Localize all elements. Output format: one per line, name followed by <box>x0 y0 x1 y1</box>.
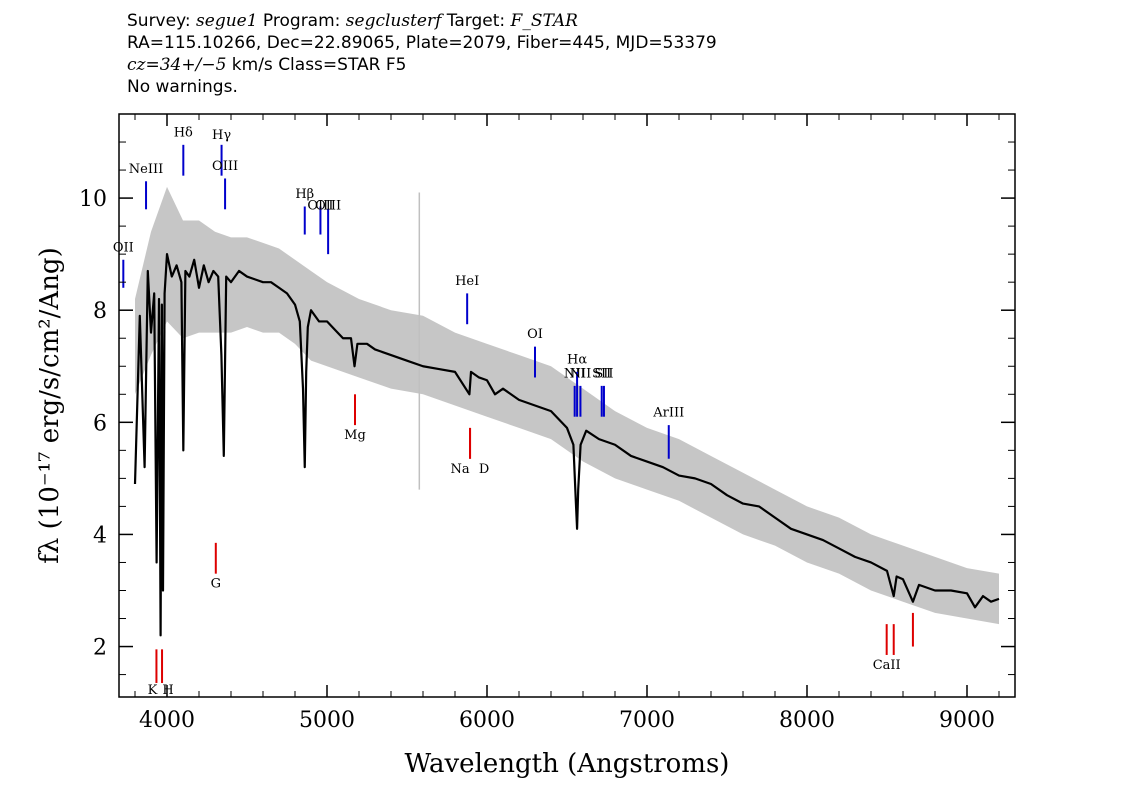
redshift-value: cz=34+/−5 <box>127 55 227 75</box>
y-tick-label: 10 <box>79 187 107 212</box>
axes: 4000 5000 6000 7000 8000 9000 2 4 6 8 10 <box>79 114 1015 733</box>
absorption-line-label: H <box>162 683 173 698</box>
x-tick-label: 7000 <box>619 708 675 733</box>
x-tick-label: 5000 <box>299 708 355 733</box>
x-tick-label: 6000 <box>459 708 515 733</box>
header-line-survey: Survey: segue1 Program: segclusterf Targ… <box>127 10 717 32</box>
x-tick-label: 4000 <box>139 708 195 733</box>
survey-prefix: Survey: <box>127 11 197 31</box>
y-tick-label: 4 <box>93 523 107 548</box>
error-envelope-band <box>135 186 999 625</box>
class-text: km/s Class=STAR F5 <box>226 55 407 75</box>
target-name: F_STAR <box>510 11 578 31</box>
absorption-line-label: D <box>479 462 489 477</box>
header-line-redshift: cz=34+/−5 km/s Class=STAR F5 <box>127 54 717 76</box>
absorption-line-label: K <box>148 683 158 698</box>
emission-line-label: SII <box>592 366 611 381</box>
absorption-line-label: Mg <box>344 428 366 443</box>
flux-series <box>133 253 1000 637</box>
spectrum-header: Survey: segue1 Program: segclusterf Targ… <box>127 10 717 98</box>
program-name: segclusterf <box>345 11 442 31</box>
x-tick-label: 8000 <box>779 708 835 733</box>
emission-line-label: HeI <box>455 274 479 289</box>
target-prefix: Target: <box>441 11 511 31</box>
emission-line-label: OIII <box>315 198 341 213</box>
x-tick-label: 9000 <box>939 708 995 733</box>
header-line-warnings: No warnings. <box>127 77 238 97</box>
emission-line-label: OII <box>113 240 134 255</box>
survey-name: segue1 <box>196 11 258 31</box>
x-axis-label: Wavelength (Angstroms) <box>405 749 730 779</box>
emission-line-label: Hγ <box>212 128 231 143</box>
emission-line-label: Hβ <box>295 187 314 202</box>
header-line-coordinates: RA=115.10266, Dec=22.89065, Plate=2079, … <box>127 33 717 53</box>
absorption-line-label: Na <box>450 462 469 477</box>
y-axis-label: fλ (10⁻¹⁷ erg/s/cm²/Ang) <box>35 247 65 563</box>
program-prefix: Program: <box>257 11 346 31</box>
emission-line-label: NeIII <box>129 162 163 177</box>
absorption-line-label: G <box>211 577 221 592</box>
emission-line-label: Hδ <box>174 125 193 140</box>
emission-line-label: Hα <box>567 352 587 367</box>
absorption-line-label: CaII <box>873 658 901 673</box>
y-tick-label: 6 <box>93 411 107 436</box>
plot-frame <box>118 113 1016 698</box>
emission-line-label: OIII <box>307 198 333 213</box>
error-envelope <box>135 186 999 625</box>
emission-line-label: NII <box>564 366 586 381</box>
emission-line-label: NII <box>570 366 592 381</box>
emission-line-label: OI <box>527 327 543 342</box>
emission-line-label: SII <box>594 366 613 381</box>
y-tick-label: 2 <box>93 636 107 661</box>
y-tick-label: 8 <box>93 299 107 324</box>
flux-line <box>133 253 1000 637</box>
emission-line-label: OIII <box>212 159 238 174</box>
emission-line-label: ArIII <box>652 406 684 421</box>
